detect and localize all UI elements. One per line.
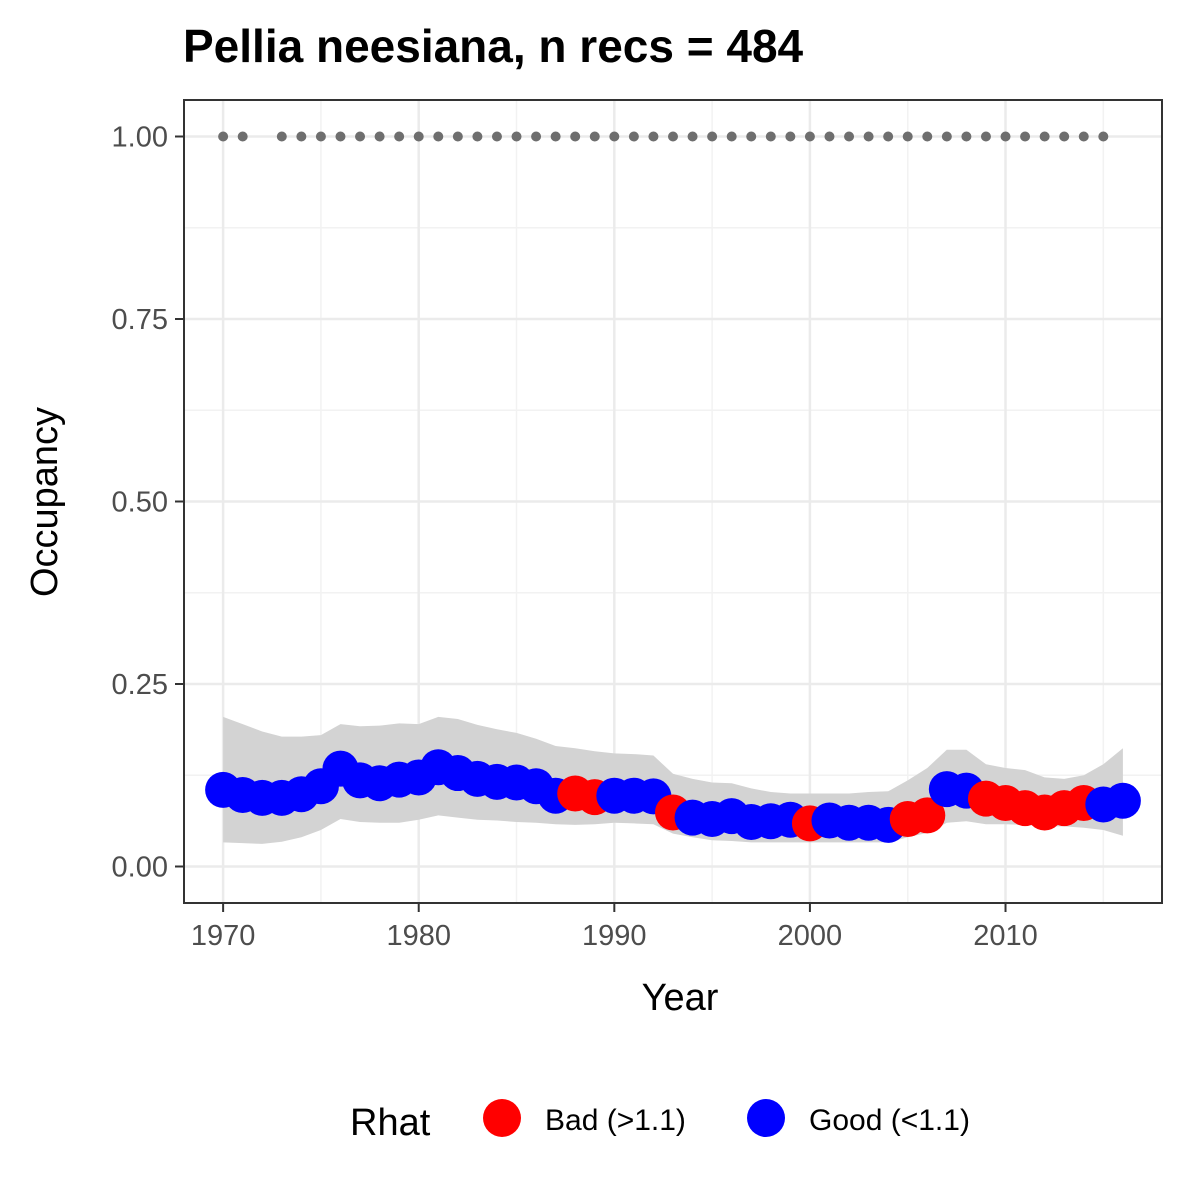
legend-label-good: Good (<1.1)	[809, 1104, 970, 1137]
record-dot	[511, 131, 522, 142]
record-dot	[491, 131, 502, 142]
x-tick-label: 1980	[386, 920, 451, 952]
record-dot	[472, 131, 483, 142]
x-axis-title: Year	[642, 977, 719, 1019]
record-dot	[648, 131, 659, 142]
record-dot	[276, 131, 287, 142]
record-dot	[433, 131, 444, 142]
y-tick-label: 0.00	[112, 852, 168, 884]
record-dot	[1039, 131, 1050, 142]
legend-key-bad	[483, 1099, 521, 1137]
record-dot	[296, 131, 307, 142]
record-dot	[452, 131, 463, 142]
record-dot	[218, 131, 229, 142]
record-dot	[374, 131, 385, 142]
record-dot	[1098, 131, 1109, 142]
record-dot	[844, 131, 855, 142]
y-tick-label: 1.00	[112, 122, 168, 154]
record-dot	[315, 131, 326, 142]
record-dot	[413, 131, 424, 142]
x-tick-label: 1990	[582, 920, 647, 952]
y-tick-label: 0.25	[112, 669, 168, 701]
record-dot	[824, 131, 835, 142]
ticks-layer: 1970 1980 1990 2000 2010 0.00 0.25 0.50 0.75 1.00	[112, 122, 1038, 953]
record-dot	[1078, 131, 1089, 142]
x-tick-label: 1970	[191, 920, 256, 952]
record-dot	[531, 131, 542, 142]
y-tick-label: 0.50	[112, 487, 168, 519]
record-dot	[726, 131, 737, 142]
record-dot	[902, 131, 913, 142]
record-dot	[355, 131, 366, 142]
record-dot	[707, 131, 718, 142]
y-axis-title: Occupancy	[24, 407, 66, 597]
x-tick-label: 2010	[973, 920, 1038, 952]
occupancy-point	[909, 797, 946, 834]
record-dot	[609, 131, 620, 142]
record-dot	[922, 131, 933, 142]
record-dot	[804, 131, 815, 142]
chart-title: Pellia neesiana, n recs = 484	[183, 20, 804, 72]
occupancy-point	[1104, 782, 1141, 819]
legend-label-bad: Bad (>1.1)	[545, 1104, 686, 1137]
record-dot	[883, 131, 894, 142]
record-dot	[785, 131, 796, 142]
legend-title: Rhat	[350, 1102, 431, 1144]
record-dot	[746, 131, 757, 142]
points-layer	[205, 749, 1141, 843]
y-tick-label: 0.75	[112, 304, 168, 336]
legend-key-good	[747, 1099, 785, 1137]
record-dot	[589, 131, 600, 142]
record-dot	[1059, 131, 1070, 142]
records-layer	[218, 131, 1109, 142]
x-tick-label: 2000	[778, 920, 843, 952]
record-dot	[335, 131, 346, 142]
record-dot	[1000, 131, 1011, 142]
record-dot	[941, 131, 952, 142]
record-dot	[980, 131, 991, 142]
record-dot	[668, 131, 678, 142]
record-dot	[628, 131, 639, 142]
record-dot	[687, 131, 698, 142]
record-dot	[961, 131, 972, 142]
record-dot	[765, 131, 776, 142]
record-dot	[394, 131, 405, 142]
record-dot	[1020, 131, 1031, 142]
record-dot	[570, 131, 581, 142]
legend: Rhat Bad (>1.1) Good (<1.1)	[350, 1099, 970, 1144]
record-dot	[550, 131, 561, 142]
record-dot	[863, 131, 874, 142]
record-dot	[237, 131, 248, 142]
